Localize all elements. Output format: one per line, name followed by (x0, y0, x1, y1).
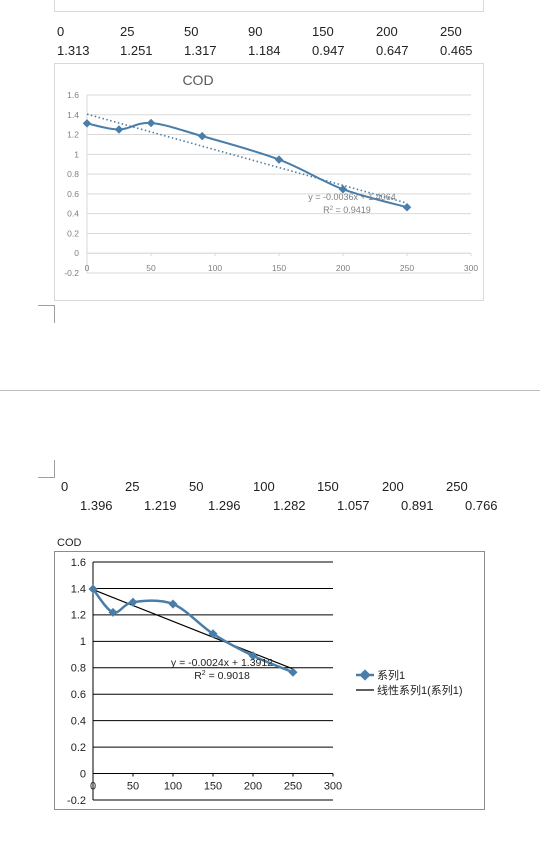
c1-y-tick-label: 0.4 (67, 209, 79, 219)
chart2-r2-value: = 0.9018 (206, 670, 250, 682)
c2-y-tick-label: 1.6 (71, 557, 86, 569)
c1-y-tick-label: 1.4 (67, 110, 79, 120)
table-border-bottom (54, 11, 484, 12)
c2-x-tick-label: 50 (127, 781, 139, 793)
table2-y-6: 0.766 (465, 498, 498, 513)
c1-x-tick-label: 0 (85, 263, 90, 273)
chart1-r2-prefix: R (323, 205, 330, 215)
table1-y-4: 0.947 (312, 43, 345, 58)
table1-x-2: 50 (184, 24, 199, 39)
c1-data-point-3[interactable] (197, 131, 207, 141)
c2-data-point-3[interactable] (168, 599, 178, 609)
table2-x-2: 50 (189, 479, 204, 494)
table2-x-0: 0 (61, 479, 69, 494)
table1-y-1: 1.251 (120, 43, 153, 58)
chart2-r2-prefix: R (194, 670, 202, 682)
c2-y-tick-label: 0.6 (71, 689, 86, 701)
table2-y-2: 1.296 (208, 498, 241, 513)
c2-x-tick-label: 300 (324, 781, 342, 793)
chart1-equation: y = -0.0036x + 1.4064 (308, 192, 396, 202)
table1-x-0: 0 (57, 24, 65, 39)
chart2-equation: y = -0.0024x + 1.3912 (171, 657, 273, 669)
table2-x-6: 250 (446, 479, 468, 494)
chart2-legend: 系列1 线性系列1(系列1) (356, 668, 463, 697)
table1-x-3: 90 (248, 24, 263, 39)
c1-y-tick-label: 1.2 (67, 130, 79, 140)
c1-x-tick-label: 100 (208, 263, 222, 273)
page-separator (0, 390, 540, 391)
table2-x-1: 25 (125, 479, 140, 494)
chart2-frame (54, 551, 485, 810)
c2-y-tick-label: 0.4 (71, 716, 86, 728)
chart1-trendline (86, 113, 408, 204)
c2-y-tick-label: 0 (80, 768, 86, 780)
table1-x-4: 150 (312, 24, 334, 39)
c2-y-tick-label: -0.2 (67, 795, 86, 807)
chart1-frame (54, 63, 484, 301)
c1-x-tick-label: 300 (464, 263, 478, 273)
c2-y-tick-label: 1 (80, 636, 86, 648)
c2-y-tick-label: 1.2 (71, 610, 86, 622)
table1-y-5: 0.647 (376, 43, 409, 58)
table2-x-4: 150 (317, 479, 339, 494)
c2-x-tick-label: 250 (284, 781, 302, 793)
c1-y-tick-label: 1 (74, 149, 79, 159)
c2-x-tick-label: 150 (204, 781, 222, 793)
table2-y-4: 1.057 (337, 498, 370, 513)
c2-data-point-1[interactable] (108, 607, 118, 617)
c1-data-point-4[interactable] (274, 155, 284, 164)
c2-x-tick-label: 200 (244, 781, 262, 793)
cod-chart-1[interactable]: COD -0.2 0 0.2 0.4 0.6 0.8 1 1.2 1.4 1.6 0 50 100 150… (54, 63, 484, 301)
c1-y-tick-label: 0.6 (67, 189, 79, 199)
page-corner-mark-1 (38, 305, 55, 323)
legend-series-label: 系列1 (377, 668, 405, 682)
cod-chart-2[interactable]: -0.2 0 0.2 0.4 0.6 0.8 1 1.2 1.4 1.6 0 50 100 150 200 2… (54, 551, 486, 811)
table1-y-3: 1.184 (248, 43, 281, 58)
c2-y-tick-label: 0.8 (71, 663, 86, 675)
c1-x-tick-label: 200 (336, 263, 350, 273)
chart2-r2: R2 = 0.9018 (194, 670, 250, 682)
table-border-left (54, 0, 55, 12)
c2-data-point-4[interactable] (208, 629, 218, 639)
table1-y-0: 1.313 (57, 43, 90, 58)
c1-y-tick-label: 0.2 (67, 228, 79, 238)
chart1-r2: R2 = 0.9419 (323, 205, 371, 215)
c2-x-tick-label: 0 (90, 781, 96, 793)
chart1-title: COD (182, 72, 213, 88)
table2-y-5: 0.891 (401, 498, 434, 513)
chart1-r2-sup: 2 (330, 206, 334, 212)
c2-x-tick-label: 100 (164, 781, 182, 793)
c1-x-tick-label: 50 (146, 263, 156, 273)
table2-y-1: 1.219 (144, 498, 177, 513)
c1-y-tick-label: 0.8 (67, 169, 79, 179)
c1-data-point-5[interactable] (338, 184, 348, 194)
chart1-r2-value: = 0.9419 (333, 205, 371, 215)
table1-y-2: 1.317 (184, 43, 217, 58)
table1-x-5: 200 (376, 24, 398, 39)
c1-data-point-2[interactable] (146, 118, 156, 128)
legend-trend-label: 线性系列1(系列1) (377, 683, 463, 697)
c1-y-tick-label: 1.6 (67, 90, 79, 100)
table1-x-6: 250 (440, 24, 462, 39)
c1-x-tick-label: 150 (272, 263, 286, 273)
page-corner-mark-2 (38, 460, 55, 478)
chart2-trendline (92, 589, 294, 670)
table2-x-3: 100 (253, 479, 275, 494)
c1-data-point-6[interactable] (402, 202, 412, 212)
c2-y-tick-label: 0.2 (71, 742, 86, 754)
table1-x-1: 25 (120, 24, 135, 39)
c1-y-tick-label: 0 (74, 248, 79, 258)
table1-y-6: 0.465 (440, 43, 473, 58)
chart2-title: COD (57, 537, 82, 549)
chart2-r2-sup: 2 (202, 670, 206, 677)
c1-y-tick-label: -0.2 (64, 268, 79, 278)
table2-x-5: 200 (382, 479, 404, 494)
table-border-right (483, 0, 484, 12)
c1-x-tick-label: 250 (400, 263, 414, 273)
c2-y-tick-label: 1.4 (71, 583, 86, 595)
table2-y-0: 1.396 (80, 498, 113, 513)
table2-y-3: 1.282 (273, 498, 306, 513)
